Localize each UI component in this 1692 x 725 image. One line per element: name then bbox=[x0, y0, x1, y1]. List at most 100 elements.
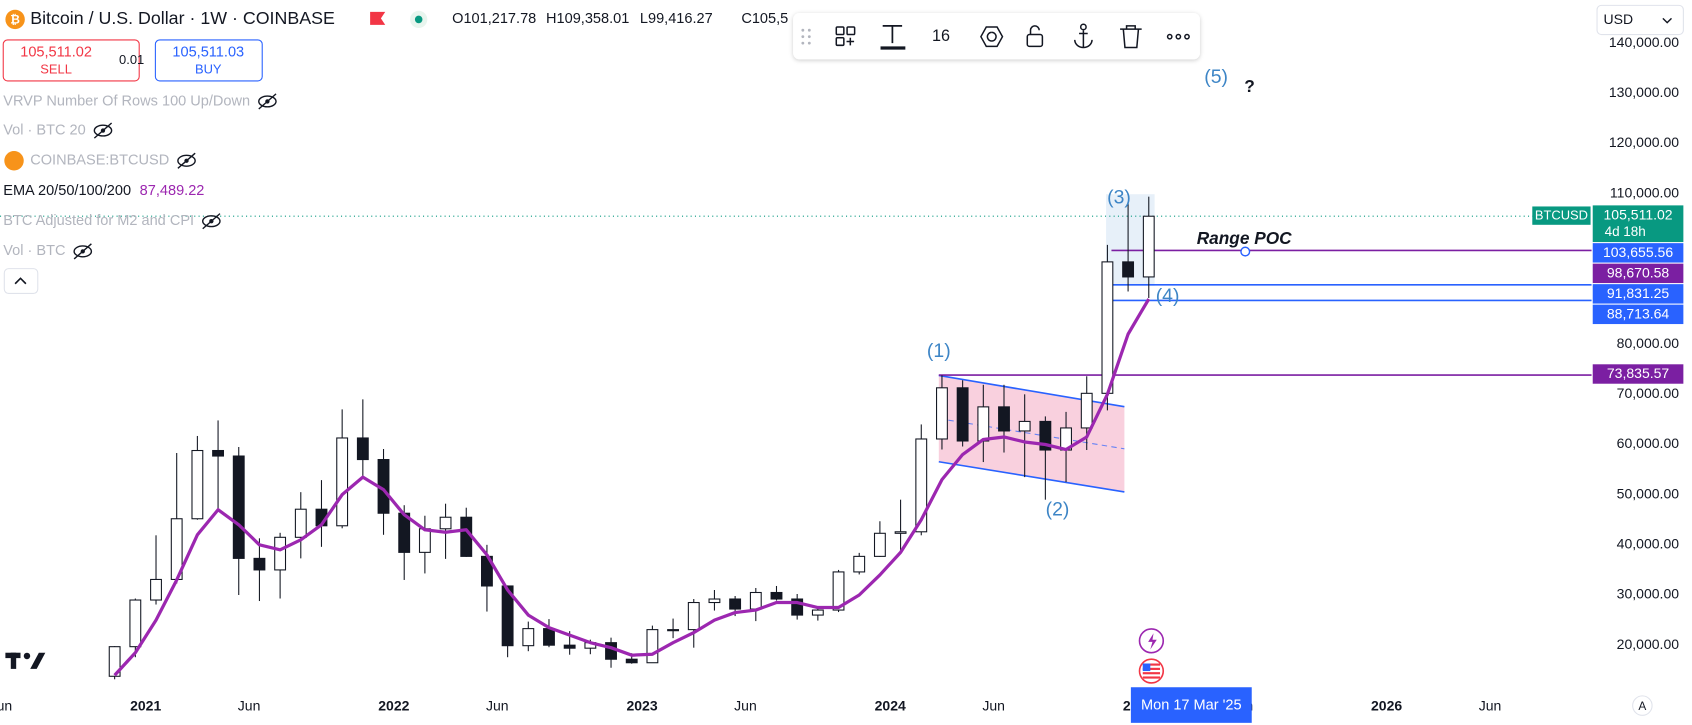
x-tick-label: 2021 bbox=[130, 697, 161, 713]
ohlc-low: L99,416.27 bbox=[640, 11, 713, 27]
auto-scale-glyph: A bbox=[1638, 699, 1646, 713]
text-color-button[interactable] bbox=[880, 25, 906, 50]
candle-body bbox=[646, 629, 659, 664]
candle-body bbox=[1101, 261, 1114, 394]
x-tick-label: Jun bbox=[982, 697, 1005, 713]
candle-body bbox=[770, 591, 783, 600]
eye-icon bbox=[177, 154, 196, 167]
candle-body bbox=[687, 601, 700, 631]
ohlc-close: C105,5 bbox=[741, 11, 788, 27]
collapse-icon bbox=[14, 277, 27, 285]
currency-chevron bbox=[1662, 17, 1672, 24]
y-tick-label: 70,000.00 bbox=[1617, 385, 1680, 401]
event-glyph bbox=[1148, 633, 1157, 650]
candle-body bbox=[522, 628, 535, 647]
sell-price: 105,511.02 bbox=[20, 45, 92, 61]
price-tag bbox=[1592, 243, 1684, 263]
collapse-button[interactable] bbox=[3, 268, 39, 294]
drag-handle[interactable] bbox=[801, 28, 811, 45]
x-tick-label: Jun bbox=[238, 697, 261, 713]
x-tick-label: Jun bbox=[486, 697, 509, 713]
channel-mid bbox=[938, 418, 1125, 450]
candle-body bbox=[212, 449, 224, 457]
candle-body bbox=[253, 557, 266, 571]
y-tick-label: 20,000.00 bbox=[1617, 636, 1680, 652]
settings-button[interactable] bbox=[980, 26, 1004, 48]
more-button[interactable] bbox=[1166, 33, 1190, 40]
template-button[interactable] bbox=[835, 26, 856, 47]
font-size-button[interactable]: 16 bbox=[932, 27, 950, 45]
visibility-toggle[interactable] bbox=[258, 93, 277, 110]
candle-body bbox=[998, 406, 1010, 432]
price-tag bbox=[1592, 205, 1684, 243]
candle-body bbox=[915, 438, 928, 533]
anchor-button[interactable] bbox=[1074, 23, 1093, 49]
candle-body bbox=[501, 585, 514, 647]
candle-body bbox=[956, 387, 969, 442]
x-tick-label: Jun bbox=[1479, 697, 1502, 713]
auto-scale-button[interactable] bbox=[1632, 695, 1653, 716]
candle-body bbox=[543, 628, 555, 646]
indicator-name: COINBASE:BTCUSD bbox=[30, 153, 169, 169]
symbol-title: Bitcoin / U.S. Dollar · 1W · COINBASE bbox=[30, 8, 335, 28]
eye-icon bbox=[93, 124, 113, 137]
wave-label: (5) bbox=[1204, 66, 1228, 88]
channel-fill bbox=[938, 375, 1125, 492]
symbol-tag bbox=[1532, 206, 1591, 225]
delete-button[interactable] bbox=[1120, 25, 1142, 49]
question-label: ? bbox=[1244, 76, 1255, 96]
currency-label: USD bbox=[1604, 11, 1634, 27]
candle-body bbox=[791, 598, 804, 616]
eye-slash bbox=[73, 243, 92, 260]
candle-body bbox=[625, 658, 638, 664]
eye-slash bbox=[177, 152, 196, 169]
sell-button[interactable] bbox=[2, 39, 140, 82]
channel-bottom bbox=[938, 460, 1125, 493]
btc-icon-glyph: ₿ bbox=[10, 13, 20, 27]
eye-icon bbox=[73, 245, 93, 258]
y-tick-label: 140,000.00 bbox=[1609, 34, 1679, 50]
eye-slash bbox=[258, 93, 277, 110]
wave-label: (1) bbox=[927, 340, 951, 362]
visibility-toggle[interactable] bbox=[93, 122, 113, 139]
visibility-toggle[interactable] bbox=[177, 152, 196, 169]
lock-button[interactable] bbox=[1026, 25, 1044, 48]
countdown: 4d 18h bbox=[1605, 224, 1646, 239]
y-tick-label: 110,000.00 bbox=[1610, 184, 1679, 200]
candle-body bbox=[563, 644, 576, 649]
x-tick-label: 2022 bbox=[378, 697, 409, 713]
candle-body bbox=[936, 387, 948, 440]
x-tick-label: Jun bbox=[734, 697, 757, 713]
price-tag-label: 105,511.02 bbox=[1603, 206, 1672, 222]
symbol-tag-label: BTCUSD bbox=[1535, 208, 1588, 223]
candle-body bbox=[1039, 420, 1052, 451]
indicator-legend: VRVP Number Of Rows 100 Up/Down Vol · BTC… bbox=[3, 93, 277, 260]
axes: 20,000.00 30,000.00 40,000.00 50,000.00 60,0… bbox=[0, 34, 1684, 723]
candle-body bbox=[294, 508, 307, 538]
price-tag-label: 73,835.57 bbox=[1607, 365, 1670, 381]
y-tick-label: 80,000.00 bbox=[1617, 335, 1680, 351]
candle-body bbox=[729, 598, 742, 610]
wave-label: (2) bbox=[1046, 498, 1070, 520]
currency-select[interactable] bbox=[1596, 4, 1684, 36]
candle-body bbox=[1122, 261, 1135, 278]
sell-label: SELL bbox=[40, 62, 72, 77]
candle-body bbox=[232, 455, 245, 559]
market-status-dot bbox=[414, 15, 423, 24]
indicator-name: Vol · BTC 20 bbox=[3, 122, 85, 138]
candle-body bbox=[811, 609, 824, 616]
candle-body bbox=[1018, 420, 1031, 432]
buy-price: 105,511.03 bbox=[172, 45, 244, 61]
x-tick-label: Jun bbox=[0, 697, 12, 713]
candle-body bbox=[1142, 215, 1155, 278]
price-tag-label: 103,655.56 bbox=[1603, 244, 1673, 260]
visibility-toggle[interactable] bbox=[202, 213, 221, 230]
buy-button[interactable] bbox=[154, 39, 263, 82]
eye-icon bbox=[258, 95, 277, 108]
visibility-toggle[interactable] bbox=[73, 243, 93, 260]
crosshair-date: Mon 17 Mar '25 bbox=[1141, 697, 1242, 713]
candle-body bbox=[274, 536, 287, 571]
price-tag bbox=[1592, 263, 1684, 284]
plot-area: (1) (2) (3) (4) (5) ? Range POC bbox=[0, 66, 1592, 680]
